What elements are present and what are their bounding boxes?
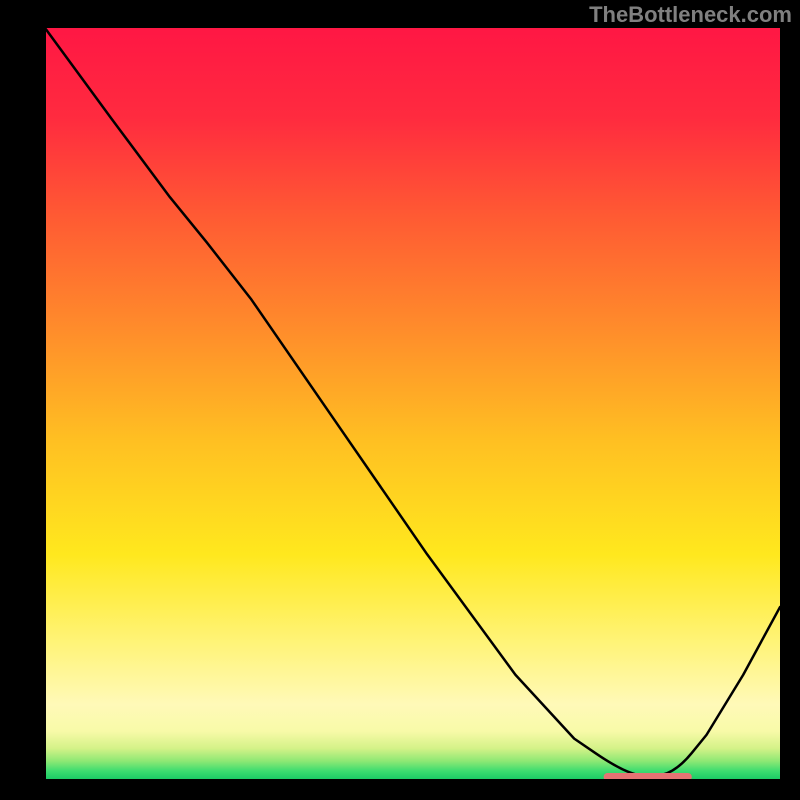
chart-svg: [0, 0, 800, 800]
watermark-text: TheBottleneck.com: [589, 2, 792, 28]
plot-gradient: [45, 28, 780, 780]
chart-container: TheBottleneck.com: [0, 0, 800, 800]
